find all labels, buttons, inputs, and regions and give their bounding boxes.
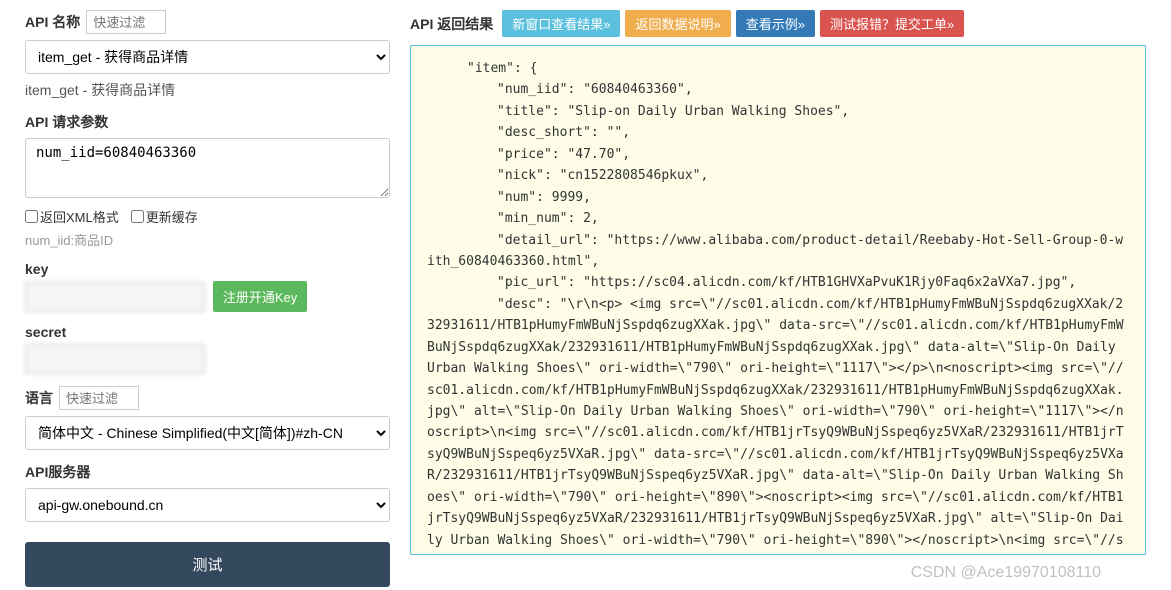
key-input[interactable] [25, 282, 205, 312]
json-line: "desc": "\r\n<p> <img src=\"//sc01.alicd… [427, 294, 1129, 555]
params-label: API 请求参数 [25, 112, 108, 132]
register-key-button[interactable]: 注册开通Key [213, 281, 307, 312]
secret-input[interactable] [25, 344, 205, 374]
result-title: API 返回结果 [410, 14, 493, 34]
json-line: "min_num": 2, [427, 208, 1129, 229]
json-line: "num_iid": "60840463360", [427, 79, 1129, 100]
json-line: "detail_url": "https://www.alibaba.com/p… [427, 230, 1129, 273]
key-label: key [25, 261, 390, 277]
xml-checkbox-label[interactable]: 返回XML格式 [25, 207, 119, 226]
new-window-button[interactable]: 新窗口查看结果» [502, 10, 620, 37]
api-select[interactable]: item_get - 获得商品详情 [25, 40, 390, 74]
test-button[interactable]: 测试 [25, 542, 390, 587]
api-subtext: item_get - 获得商品详情 [25, 80, 390, 100]
json-line: "pic_url": "https://sc04.alicdn.com/kf/H… [427, 272, 1129, 293]
json-line: "title": "Slip-on Daily Urban Walking Sh… [427, 101, 1129, 122]
json-line: "price": "47.70", [427, 144, 1129, 165]
lang-select[interactable]: 简体中文 - Chinese Simplified(中文[简体])#zh-CN [25, 416, 390, 450]
json-line: "desc_short": "", [427, 122, 1129, 143]
lang-label: 语言 [25, 388, 53, 408]
secret-label: secret [25, 324, 390, 340]
report-button[interactable]: 测试报错？提交工单» [820, 10, 964, 37]
api-name-filter-input[interactable] [86, 10, 166, 34]
cache-checkbox[interactable] [131, 210, 144, 223]
api-name-label: API 名称 [25, 12, 80, 32]
right-panel: API 返回结果 新窗口查看结果» 返回数据说明» 查看示例» 测试报错？提交工… [410, 10, 1146, 587]
result-box[interactable]: "item": { "num_iid": "60840463360", "tit… [410, 45, 1146, 555]
server-select[interactable]: api-gw.onebound.cn [25, 488, 390, 522]
json-line: "item": { [427, 58, 1129, 79]
params-hint: num_iid:商品ID [25, 230, 390, 249]
watermark: CSDN @Ace19970108110 [911, 564, 1101, 582]
json-line: "nick": "cn1522808546pkux", [427, 165, 1129, 186]
lang-filter-input[interactable] [59, 386, 139, 410]
cache-checkbox-label[interactable]: 更新缓存 [131, 207, 198, 226]
xml-checkbox[interactable] [25, 210, 38, 223]
explain-button[interactable]: 返回数据说明» [625, 10, 730, 37]
left-panel: API 名称 item_get - 获得商品详情 item_get - 获得商品… [25, 10, 390, 587]
params-textarea[interactable] [25, 138, 390, 198]
example-button[interactable]: 查看示例» [736, 10, 815, 37]
server-label: API服务器 [25, 462, 390, 482]
json-line: "num": 9999, [427, 187, 1129, 208]
